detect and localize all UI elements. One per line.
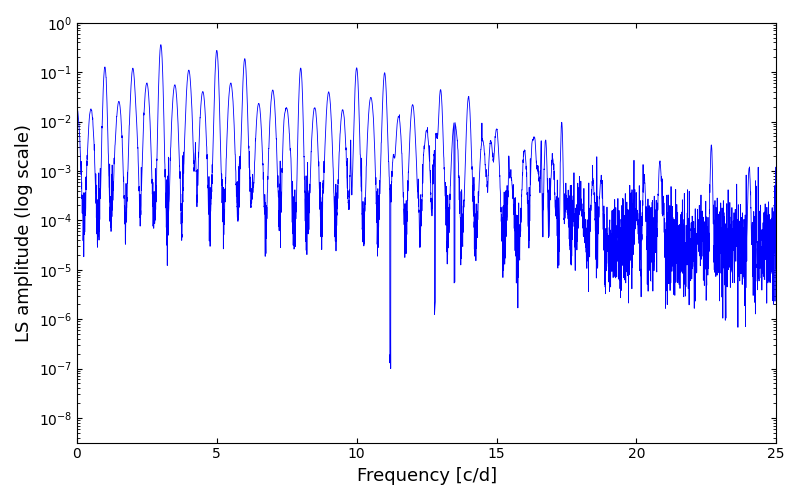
X-axis label: Frequency [c/d]: Frequency [c/d]: [357, 467, 497, 485]
Y-axis label: LS amplitude (log scale): LS amplitude (log scale): [15, 124, 33, 342]
